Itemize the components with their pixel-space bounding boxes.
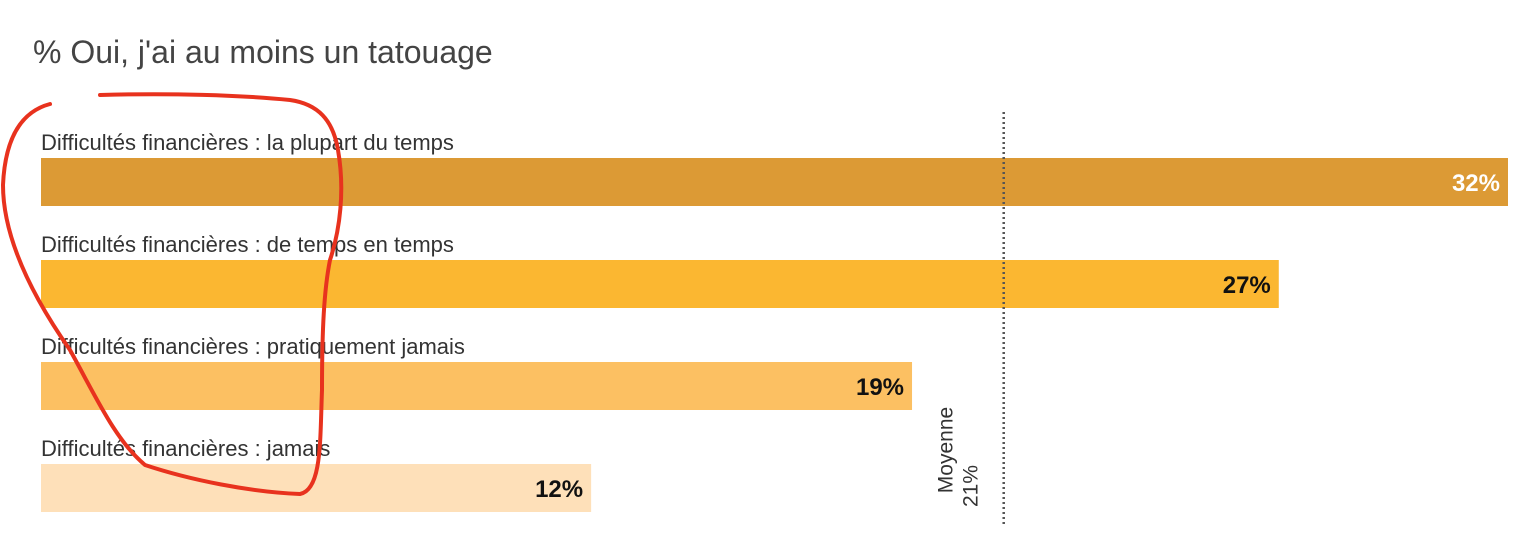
value-label: 32% — [1452, 170, 1500, 197]
average-value-label: 21% — [960, 465, 983, 507]
chart-title: % Oui, j'ai au moins un tatouage — [33, 34, 493, 70]
hand-drawn-circle-annotation — [1, 92, 344, 496]
bars-layer: Difficultés financières : la plupart du … — [41, 130, 1508, 512]
value-label: 12% — [535, 476, 583, 503]
value-label: 19% — [856, 374, 904, 401]
category-label: Difficultés financières : jamais — [41, 436, 330, 461]
category-label: Difficultés financières : pratiquement j… — [41, 334, 465, 359]
value-label: 27% — [1223, 272, 1271, 299]
bar — [41, 260, 1279, 308]
bar — [41, 362, 913, 410]
average-reference: Moyenne 21% — [935, 112, 1005, 525]
category-label: Difficultés financières : de temps en te… — [41, 232, 454, 257]
category-label: Difficultés financières : la plupart du … — [41, 130, 454, 155]
bar — [41, 158, 1508, 206]
average-label: Moyenne — [935, 407, 958, 493]
